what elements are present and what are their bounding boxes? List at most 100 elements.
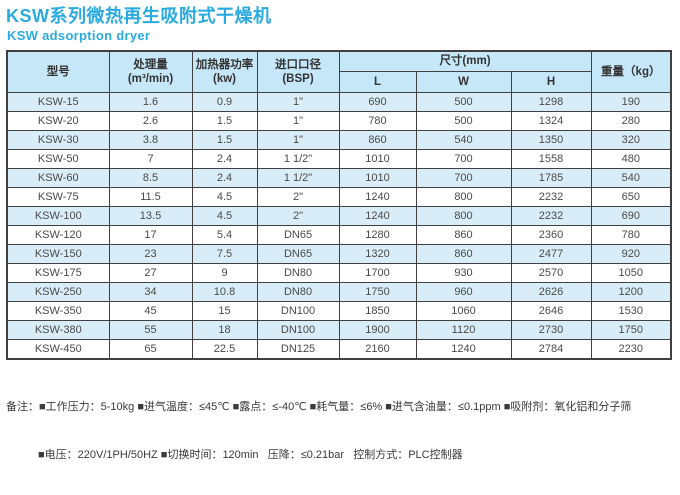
dim-w-cell: 500 bbox=[415, 111, 512, 132]
inlet-cell: DN100 bbox=[256, 301, 340, 322]
weight-cell: 1750 bbox=[590, 320, 672, 341]
model-cell: KSW-120 bbox=[6, 225, 110, 246]
model-cell: KSW-60 bbox=[6, 168, 110, 189]
dim-l-cell: 1240 bbox=[338, 187, 417, 208]
dim-h-cell: 2232 bbox=[510, 206, 592, 227]
model-cell: KSW-380 bbox=[6, 320, 110, 341]
header-capacity-label: 处理量 bbox=[133, 58, 168, 71]
weight-cell: 280 bbox=[590, 111, 672, 132]
dim-l-cell: 780 bbox=[338, 111, 417, 132]
inlet-cell: 1" bbox=[256, 130, 340, 151]
model-cell: KSW-150 bbox=[6, 244, 110, 265]
header-inlet-unit: (BSP) bbox=[282, 72, 314, 85]
capacity-cell: 8.5 bbox=[108, 168, 193, 189]
header-model-label: 型号 bbox=[46, 65, 70, 78]
table-row: KSW-30 3.8 1.5 1" 860 540 1350 320 bbox=[6, 130, 672, 151]
inlet-cell: 2" bbox=[256, 206, 340, 227]
header-dim-l: L bbox=[338, 71, 417, 94]
dim-w-cell: 860 bbox=[415, 244, 512, 265]
heater-cell: 1.5 bbox=[191, 111, 258, 132]
dim-h-cell: 1350 bbox=[510, 130, 592, 151]
dim-h-cell: 2730 bbox=[510, 320, 592, 341]
weight-cell: 1200 bbox=[590, 282, 672, 303]
dim-h-cell: 2646 bbox=[510, 301, 592, 322]
weight-cell: 320 bbox=[590, 130, 672, 151]
dim-w-cell: 540 bbox=[415, 130, 512, 151]
dim-w-cell: 700 bbox=[415, 168, 512, 189]
dim-l-cell: 1750 bbox=[338, 282, 417, 303]
dim-h-cell: 1785 bbox=[510, 168, 592, 189]
model-cell: KSW-175 bbox=[6, 263, 110, 284]
weight-cell: 2230 bbox=[590, 339, 672, 360]
model-cell: KSW-350 bbox=[6, 301, 110, 322]
inlet-cell: 1 1/2" bbox=[256, 149, 340, 170]
table-row: KSW-175 27 9 DN80 1700 930 2570 1050 bbox=[6, 263, 672, 284]
heater-cell: 1.5 bbox=[191, 130, 258, 151]
dim-h-cell: 2784 bbox=[510, 339, 592, 360]
dim-w-cell: 500 bbox=[415, 92, 512, 113]
heater-cell: 4.5 bbox=[191, 187, 258, 208]
table-row: KSW-50 7 2.4 1 1/2" 1010 700 1558 480 bbox=[6, 149, 672, 170]
weight-cell: 540 bbox=[590, 168, 672, 189]
heater-cell: 2.4 bbox=[191, 149, 258, 170]
dim-l-cell: 1900 bbox=[338, 320, 417, 341]
capacity-cell: 17 bbox=[108, 225, 193, 246]
header-heater-power: 加热器功率 (kw) bbox=[191, 50, 258, 94]
inlet-cell: DN80 bbox=[256, 263, 340, 284]
weight-cell: 920 bbox=[590, 244, 672, 265]
table-row: KSW-150 23 7.5 DN65 1320 860 2477 920 bbox=[6, 244, 672, 265]
capacity-cell: 34 bbox=[108, 282, 193, 303]
model-cell: KSW-100 bbox=[6, 206, 110, 227]
heater-cell: 18 bbox=[191, 320, 258, 341]
model-cell: KSW-20 bbox=[6, 111, 110, 132]
page-subtitle: KSW adsorption dryer bbox=[7, 27, 151, 43]
table-header: 型号 处理量 (m³/min) 加热器功率 (kw) 进口口径 (BSP) 尺寸… bbox=[6, 50, 672, 94]
weight-cell: 650 bbox=[590, 187, 672, 208]
heater-cell: 5.4 bbox=[191, 225, 258, 246]
dim-w-cell: 800 bbox=[415, 206, 512, 227]
inlet-cell: DN65 bbox=[256, 244, 340, 265]
header-dim-w: W bbox=[415, 71, 512, 94]
dim-w-cell: 860 bbox=[415, 225, 512, 246]
model-cell: KSW-15 bbox=[6, 92, 110, 113]
dim-w-cell: 930 bbox=[415, 263, 512, 284]
inlet-cell: DN80 bbox=[256, 282, 340, 303]
dim-l-cell: 1010 bbox=[338, 149, 417, 170]
weight-cell: 1530 bbox=[590, 301, 672, 322]
table-row: KSW-60 8.5 2.4 1 1/2" 1010 700 1785 540 bbox=[6, 168, 672, 189]
footnote-line-1: 备注：■工作压力：5-10kg ■进气温度：≤45℃ ■露点：≤-40℃ ■耗气… bbox=[6, 400, 632, 413]
dim-h-cell: 1324 bbox=[510, 111, 592, 132]
capacity-cell: 55 bbox=[108, 320, 193, 341]
table-row: KSW-100 13.5 4.5 2" 1240 800 2232 690 bbox=[6, 206, 672, 227]
dim-h-cell: 2626 bbox=[510, 282, 592, 303]
dim-h-cell: 1558 bbox=[510, 149, 592, 170]
capacity-cell: 27 bbox=[108, 263, 193, 284]
dim-l-cell: 690 bbox=[338, 92, 417, 113]
inlet-cell: 2" bbox=[256, 187, 340, 208]
heater-cell: 10.8 bbox=[191, 282, 258, 303]
heater-cell: 7.5 bbox=[191, 244, 258, 265]
header-inlet-size: 进口口径 (BSP) bbox=[256, 50, 340, 94]
dim-w-cell: 700 bbox=[415, 149, 512, 170]
heater-cell: 4.5 bbox=[191, 206, 258, 227]
header-heater-unit: (kw) bbox=[213, 72, 236, 85]
weight-cell: 780 bbox=[590, 225, 672, 246]
header-dimensions: 尺寸(mm) bbox=[338, 50, 592, 73]
capacity-cell: 13.5 bbox=[108, 206, 193, 227]
inlet-cell: 1 1/2" bbox=[256, 168, 340, 189]
weight-cell: 480 bbox=[590, 149, 672, 170]
dim-l-cell: 2160 bbox=[338, 339, 417, 360]
model-cell: KSW-75 bbox=[6, 187, 110, 208]
header-dim-h: H bbox=[510, 71, 592, 94]
capacity-cell: 65 bbox=[108, 339, 193, 360]
dim-l-cell: 1010 bbox=[338, 168, 417, 189]
table-row: KSW-75 11.5 4.5 2" 1240 800 2232 650 bbox=[6, 187, 672, 208]
dim-w-cell: 1120 bbox=[415, 320, 512, 341]
header-inlet-label: 进口口径 bbox=[275, 58, 321, 71]
model-cell: KSW-250 bbox=[6, 282, 110, 303]
table-row: KSW-120 17 5.4 DN65 1280 860 2360 780 bbox=[6, 225, 672, 246]
table-row: KSW-380 55 18 DN100 1900 1120 2730 1750 bbox=[6, 320, 672, 341]
inlet-cell: DN65 bbox=[256, 225, 340, 246]
header-weight: 重量（kg） bbox=[590, 50, 672, 94]
